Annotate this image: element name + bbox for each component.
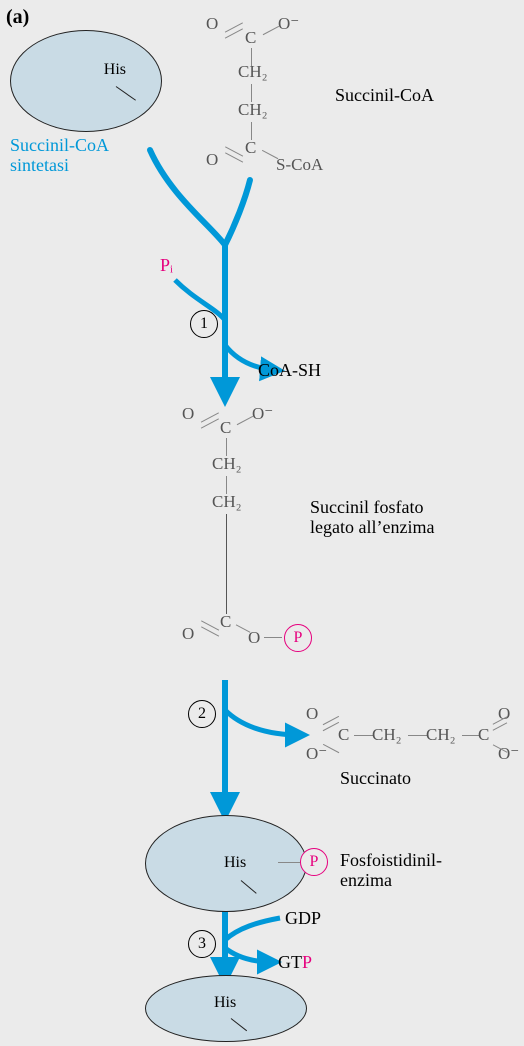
- phosphate-icon-1: P: [284, 624, 312, 652]
- phosphate-icon-2: P: [300, 848, 328, 876]
- succ-CH2-1: CH₂: [372, 725, 402, 745]
- enzyme-name-line2: sintetasi: [10, 155, 69, 176]
- succinyl-coa-label: Succinil-CoA: [335, 85, 434, 106]
- step-circle-3: 3: [188, 930, 216, 958]
- step-circle-2: 2: [188, 700, 216, 728]
- succ-O-r2: O⁻: [498, 744, 519, 764]
- chem2-C-bot: C: [220, 612, 231, 632]
- chem2-C-top: C: [220, 418, 231, 438]
- succ-phos-l2: legato all’enzima: [310, 517, 434, 538]
- succ-O-l2: O⁻: [306, 744, 327, 764]
- succ-CH2-2: CH₂: [426, 725, 456, 745]
- chem-C-top: C: [245, 28, 256, 48]
- chem-S-CoA: S-CoA: [276, 155, 323, 175]
- chem-C-bottom: C: [245, 138, 256, 158]
- panel-tag: (a): [6, 6, 29, 29]
- phosphohis-l2: enzima: [340, 870, 392, 891]
- pi-label: Pᵢ: [160, 255, 173, 276]
- enzyme-name-line1: Succinil-CoA: [10, 135, 109, 156]
- enzyme-oval-4: His: [145, 975, 307, 1042]
- gtp-p: P: [302, 952, 312, 972]
- step-num-2: 2: [198, 705, 206, 723]
- gtp-label: GTP: [278, 952, 312, 973]
- enzyme-oval-3: His: [145, 815, 307, 912]
- his-label-4: His: [214, 994, 236, 1012]
- coa-sh-label: CoA-SH: [258, 360, 321, 381]
- step-num-3: 3: [198, 935, 206, 953]
- succ-O-l1: O: [306, 704, 318, 724]
- diagram-root: (a) His Succinil-CoA sintetasi: [0, 0, 524, 1046]
- gtp-gt: GT: [278, 952, 302, 972]
- step-circle-1: 1: [190, 310, 218, 338]
- succ-C-r: C: [478, 725, 489, 745]
- chem2-O-bot-dbl: O: [182, 624, 194, 644]
- succ-phos-l1: Succinil fosfato: [310, 497, 423, 518]
- chem2-CH2-1: CH₂: [212, 454, 242, 474]
- chem-CH2-2: CH₂: [238, 100, 268, 120]
- chem-O-top-minus: O⁻: [278, 14, 299, 34]
- step-num-1: 1: [200, 315, 208, 333]
- gdp-label: GDP: [285, 908, 321, 929]
- succinate-label: Succinato: [340, 768, 411, 789]
- his-label: His: [104, 61, 126, 79]
- chem-CH2-1: CH₂: [238, 62, 268, 82]
- chem-O-thio-dbl: O: [206, 150, 218, 170]
- chem-O-top-dbl: O: [206, 14, 218, 34]
- succ-C-l: C: [338, 725, 349, 745]
- phosphate-P-1: P: [294, 629, 303, 647]
- enzyme-oval-1: His: [10, 30, 162, 132]
- phosphate-P-2: P: [310, 853, 319, 871]
- his-label-3: His: [224, 854, 246, 872]
- chem2-CH2-2: CH₂: [212, 492, 242, 512]
- phosphohis-l1: Fosfoistidinil-: [340, 850, 442, 871]
- chem2-O-dbl: O: [182, 404, 194, 424]
- his-label-2: His: [228, 541, 250, 559]
- chem2-O-minus: O⁻: [252, 404, 273, 424]
